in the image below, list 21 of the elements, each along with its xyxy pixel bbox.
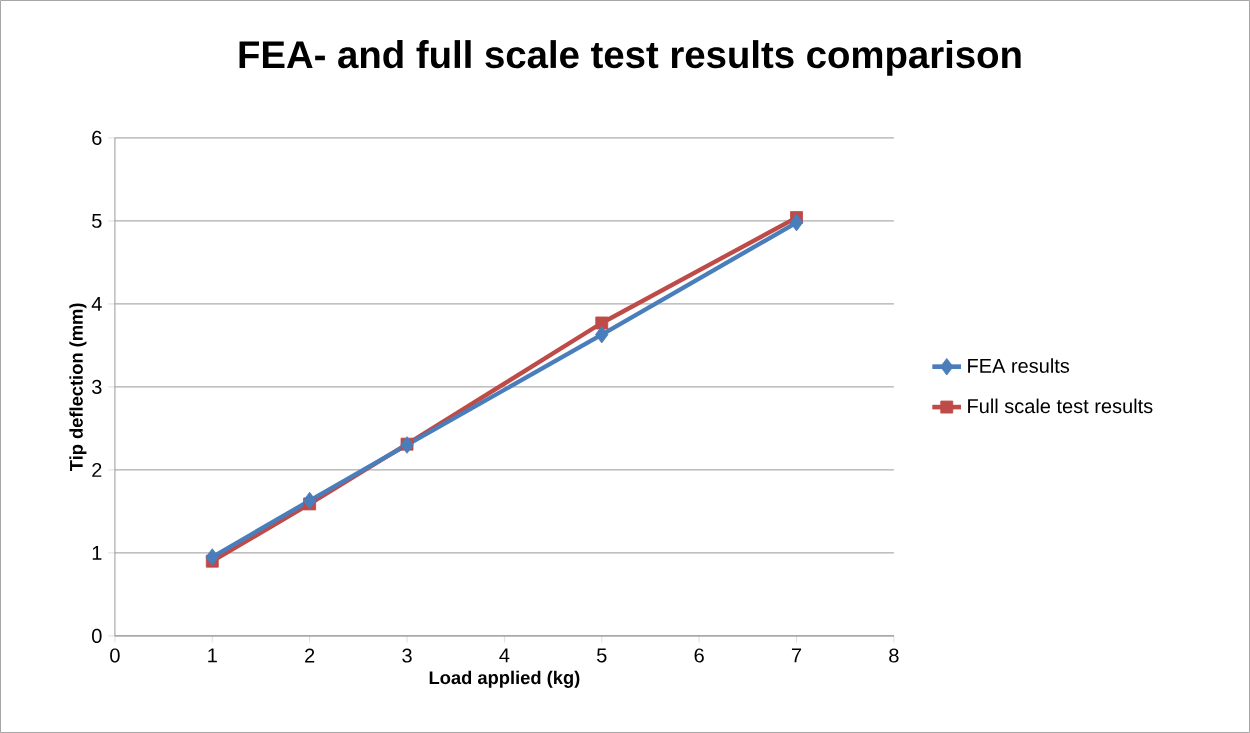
y-tick-label: 5 <box>92 213 102 228</box>
x-tick-label: 8 <box>889 648 899 663</box>
y-axis-title: Tip deflection (mm) <box>69 303 87 472</box>
legend-label: Full scale test results <box>968 398 1153 414</box>
y-tick-label: 2 <box>92 462 102 477</box>
y-tick-label: 6 <box>92 130 102 145</box>
x-tick-label: 1 <box>208 648 217 663</box>
legend-label: FEA results <box>968 358 1070 373</box>
y-tick-label: 4 <box>91 297 102 311</box>
x-tick-label: 2 <box>305 648 315 663</box>
y-tick-label: 3 <box>91 379 102 394</box>
x-axis-title: Load applied (kg) <box>429 670 580 688</box>
x-tick-label: 3 <box>402 648 412 663</box>
chart-title: FEA- and full scale test results comparison <box>239 40 1021 76</box>
y-tick-label: 0 <box>92 628 102 643</box>
y-tick-label: 1 <box>92 546 102 560</box>
x-tick-label: 4 <box>499 648 510 663</box>
x-tick-label: 5 <box>597 648 607 663</box>
x-tick-label: 7 <box>791 648 802 663</box>
x-tick-label: 6 <box>694 648 704 663</box>
x-tick-label: 0 <box>110 648 120 663</box>
